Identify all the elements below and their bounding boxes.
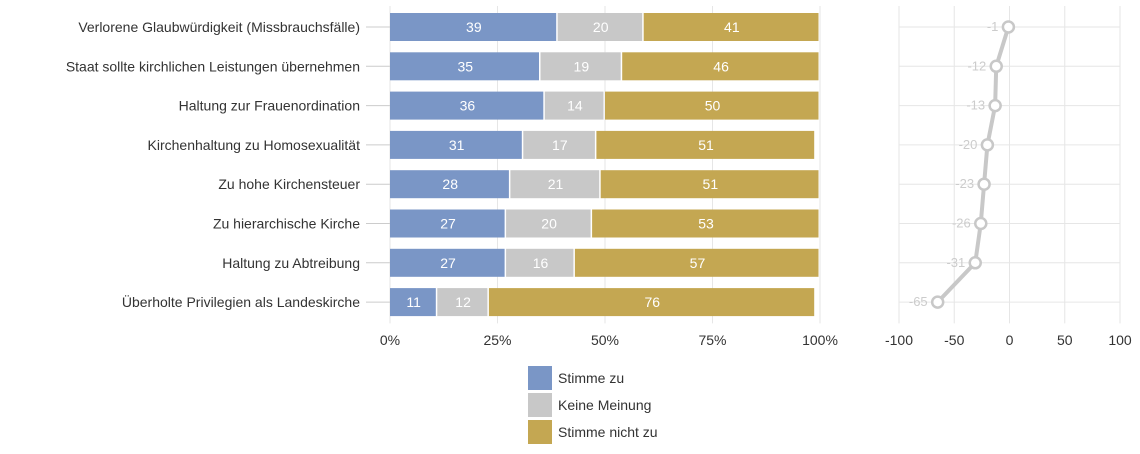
- line-point: [977, 177, 991, 191]
- bar-segment: [390, 288, 436, 317]
- bar-segment: [596, 130, 815, 159]
- category-label: Staat sollte kirchlichen Leistungen über…: [66, 58, 360, 74]
- bar-value-label: 19: [574, 58, 590, 74]
- legend-item: Stimme zu: [528, 364, 658, 391]
- line-point-label: -26: [952, 216, 971, 231]
- line-point-label: -12: [967, 58, 986, 73]
- bar-segment: [600, 170, 819, 199]
- line-x-tick-label: -100: [885, 332, 913, 348]
- bar-segment: [605, 91, 819, 120]
- line-x-tick-label: 0: [1006, 332, 1014, 348]
- line-point-label: -31: [946, 255, 965, 270]
- bar-value-label: 11: [406, 294, 421, 310]
- line-point: [974, 216, 988, 231]
- bar-value-label: 35: [457, 58, 473, 74]
- bar-value-label: 57: [690, 255, 706, 271]
- line-point-label: -13: [966, 98, 985, 113]
- bar-value-label: 31: [449, 137, 465, 153]
- line-point-label: -65: [909, 294, 928, 309]
- line-point: [989, 59, 1003, 74]
- bar-value-label: 12: [455, 294, 471, 310]
- legend-label: Keine Meinung: [558, 396, 652, 413]
- bar-value-label: 28: [442, 176, 458, 192]
- bar-value-label: 20: [541, 216, 557, 232]
- category-label: Haltung zur Frauenordination: [179, 98, 360, 114]
- bar-segment: [390, 170, 509, 199]
- bar-value-label: 14: [567, 98, 583, 114]
- bar-segment: [510, 170, 600, 199]
- bar-segment: [540, 52, 621, 81]
- legend-swatch: [528, 392, 552, 417]
- bar-segment: [643, 13, 819, 41]
- legend-label: Stimme zu: [558, 369, 625, 386]
- bar-segment: [557, 13, 643, 41]
- line-x-tick-label: 100: [1108, 332, 1132, 348]
- line-x-tick-label: -50: [944, 332, 964, 348]
- bar-x-tick-label: 100%: [802, 332, 838, 348]
- bar-x-tick-label: 50%: [591, 332, 619, 348]
- bar-x-tick-label: 75%: [698, 332, 726, 348]
- category-label: Kirchenhaltung zu Homosexualität: [148, 137, 361, 153]
- bar-value-label: 76: [645, 294, 661, 310]
- category-label: Haltung zu Abtreibung: [222, 255, 360, 271]
- legend-item: Keine Meinung: [528, 391, 658, 418]
- bar-segment: [390, 52, 539, 81]
- legend-swatch: [528, 419, 552, 444]
- bar-value-label: 36: [460, 98, 476, 114]
- legend-swatch: [528, 365, 552, 390]
- bar-segment: [390, 209, 505, 238]
- category-label: Zu hierarchische Kirche: [213, 216, 360, 232]
- line-x-tick-label: 50: [1057, 332, 1073, 348]
- bar-segment: [544, 91, 604, 120]
- bar-value-label: 27: [440, 216, 456, 232]
- bar-segment: [592, 209, 819, 238]
- line-point-label: -1: [987, 19, 999, 34]
- line-point: [968, 256, 982, 270]
- bar-x-tick-label: 0%: [380, 332, 400, 348]
- bar-value-label: 17: [552, 137, 568, 153]
- bar-segment: [574, 248, 819, 277]
- bar-value-label: 46: [713, 58, 729, 74]
- line-point: [930, 295, 945, 309]
- line-point-label: -23: [955, 176, 974, 191]
- bar-segment: [506, 248, 574, 277]
- bar-segment: [523, 130, 595, 159]
- legend: Stimme zu Keine Meinung Stimme nicht zu: [528, 364, 658, 445]
- legend-item: Stimme nicht zu: [528, 418, 658, 445]
- bar-value-label: 39: [466, 19, 482, 35]
- bar-segment: [488, 288, 815, 317]
- bar-value-label: 21: [548, 176, 564, 192]
- bar-value-label: 50: [705, 98, 721, 114]
- bar-segment: [437, 288, 488, 317]
- bar-segment: [390, 91, 544, 120]
- bar-value-label: 41: [724, 19, 740, 35]
- bar-value-label: 16: [533, 255, 549, 271]
- category-label: Zu hohe Kirchensteuer: [218, 176, 360, 192]
- bar-value-label: 27: [440, 255, 456, 271]
- bar-value-label: 20: [593, 19, 609, 35]
- bar-segment: [390, 13, 557, 41]
- legend-label: Stimme nicht zu: [558, 423, 658, 440]
- line-point: [988, 98, 1002, 113]
- line-point-label: -20: [959, 137, 978, 152]
- bar-segment: [506, 209, 591, 238]
- bar-value-label: 53: [698, 216, 714, 232]
- bar-value-label: 51: [703, 176, 719, 192]
- bar-segment: [390, 248, 505, 277]
- bar-value-label: 51: [698, 137, 714, 153]
- category-label: Überholte Privilegien als Landeskirche: [122, 293, 360, 310]
- bar-segment: [622, 52, 819, 81]
- line-point: [980, 138, 995, 152]
- line-point: [1001, 20, 1016, 34]
- bar-x-tick-label: 25%: [483, 332, 511, 348]
- category-label: Verlorene Glaubwürdigkeit (Missbrauchsfä…: [78, 19, 360, 35]
- bar-segment: [390, 130, 522, 159]
